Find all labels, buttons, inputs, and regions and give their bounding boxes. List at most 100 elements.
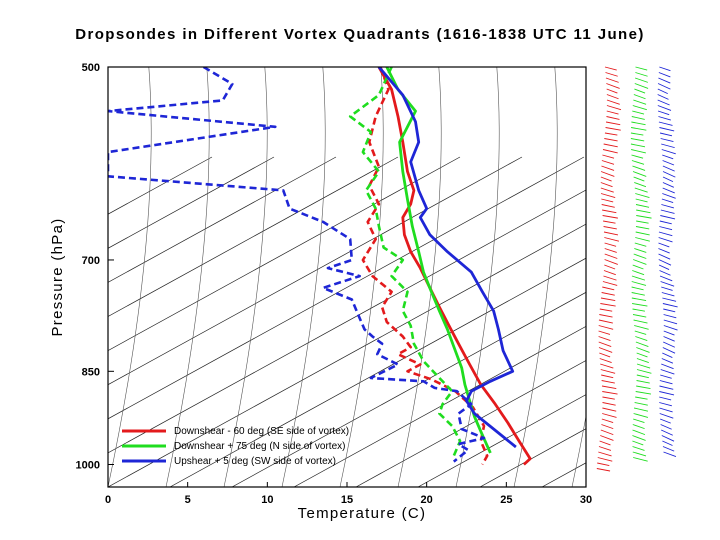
wind-barb xyxy=(660,281,675,287)
wind-barb xyxy=(631,286,644,291)
wind-barb xyxy=(634,77,649,83)
wind-barb xyxy=(631,149,646,154)
wind-barb xyxy=(659,396,672,401)
y-tick-label: 500 xyxy=(82,62,100,74)
adiabat-line xyxy=(165,67,210,487)
wind-barb xyxy=(631,160,645,165)
wind-barb xyxy=(657,99,670,106)
wind-barb xyxy=(657,83,671,90)
wind-barb xyxy=(602,407,617,412)
wind-barb xyxy=(632,308,645,312)
legend-entry: Upshear + 5 deg (SW side of vortex) xyxy=(122,456,336,467)
wind-barb xyxy=(602,413,617,418)
wind-barb xyxy=(606,94,619,100)
wind-barb xyxy=(634,88,646,94)
isotherm-line xyxy=(231,291,586,487)
wind-barb xyxy=(661,292,675,297)
wind-barb xyxy=(633,99,647,105)
adiabat-line xyxy=(455,67,500,487)
wind-barb xyxy=(630,143,646,148)
wind-barb-column xyxy=(657,66,678,458)
wind-barb xyxy=(662,352,673,358)
legend-label-red: Downshear - 60 deg (SE side of vortex) xyxy=(174,426,349,437)
wind-barb xyxy=(659,380,673,385)
wind-barb xyxy=(658,242,670,248)
wind-barb xyxy=(601,418,614,423)
wind-barb xyxy=(632,270,645,276)
wind-barb xyxy=(663,325,678,331)
wind-barb xyxy=(658,248,670,254)
wind-barb xyxy=(662,160,675,166)
isotherm-line xyxy=(108,156,399,317)
wind-barb xyxy=(635,204,650,208)
wind-barb xyxy=(634,248,647,253)
wind-barb xyxy=(602,215,618,219)
wind-barb xyxy=(604,248,617,253)
wind-barb xyxy=(605,77,619,83)
isotherm-line xyxy=(541,462,586,487)
wind-barb xyxy=(604,237,620,242)
adiabat-line xyxy=(281,67,326,487)
wind-barb xyxy=(660,138,674,143)
wind-barb xyxy=(631,121,646,126)
wind-barb xyxy=(635,341,649,347)
wind-barb xyxy=(632,314,647,318)
wind-barb xyxy=(662,440,673,446)
x-tick-label: 15 xyxy=(341,494,353,506)
y-tick-label: 700 xyxy=(82,255,100,267)
axis-ticks: 0 5 10 15 20 25 30 500 700 850 1000 xyxy=(76,62,593,506)
wind-barb xyxy=(606,88,618,94)
wind-barb xyxy=(601,380,615,384)
wind-barb xyxy=(603,143,618,148)
wind-barb xyxy=(635,336,648,341)
wind-barb xyxy=(598,347,613,353)
wind-barb xyxy=(657,94,669,100)
wind-barb xyxy=(659,385,674,390)
wind-barb xyxy=(662,303,678,308)
wind-barb xyxy=(605,121,621,126)
wind-barb xyxy=(662,171,676,178)
temperature-line xyxy=(377,67,532,466)
wind-barb xyxy=(634,330,647,335)
wind-barb xyxy=(662,297,677,302)
wind-barb xyxy=(633,259,647,265)
adiabat-line xyxy=(0,57,35,487)
wind-barb xyxy=(600,182,613,188)
wind-barb xyxy=(598,330,611,335)
wind-barb xyxy=(636,369,652,374)
x-tick-label: 25 xyxy=(500,494,512,506)
wind-barb xyxy=(633,94,646,100)
wind-barb xyxy=(636,374,649,379)
wind-barb xyxy=(662,176,674,183)
adiabat-line xyxy=(223,67,268,487)
adiabat-line xyxy=(513,67,558,487)
y-axis-label: Pressure (hPa) xyxy=(49,217,66,336)
wind-barb xyxy=(662,154,674,160)
wind-barb xyxy=(632,165,646,171)
wind-barb xyxy=(632,303,648,307)
wind-barb xyxy=(634,402,648,406)
wind-barb xyxy=(660,374,672,379)
isotherm-line xyxy=(108,156,523,386)
wind-barb-column xyxy=(630,66,652,462)
wind-barb xyxy=(632,110,645,115)
wind-barb xyxy=(606,110,619,115)
wind-barb xyxy=(661,358,674,364)
wind-barb xyxy=(634,407,649,412)
wind-barb xyxy=(604,132,618,136)
wind-barb xyxy=(598,319,613,324)
wind-barb xyxy=(603,270,616,276)
legend-label-blue: Upshear + 5 deg (SW side of vortex) xyxy=(174,456,336,467)
wind-barb xyxy=(657,105,672,111)
wind-barb xyxy=(663,341,676,348)
wind-barb xyxy=(600,176,612,182)
wind-barb xyxy=(598,451,612,457)
wind-barb xyxy=(630,138,645,142)
isotherm-line xyxy=(108,156,585,420)
wind-barb xyxy=(635,231,650,236)
wind-barb xyxy=(662,187,675,194)
wind-barb xyxy=(600,435,614,441)
wind-barb xyxy=(659,402,672,407)
wind-barb xyxy=(599,308,613,312)
wind-barb xyxy=(632,451,647,457)
